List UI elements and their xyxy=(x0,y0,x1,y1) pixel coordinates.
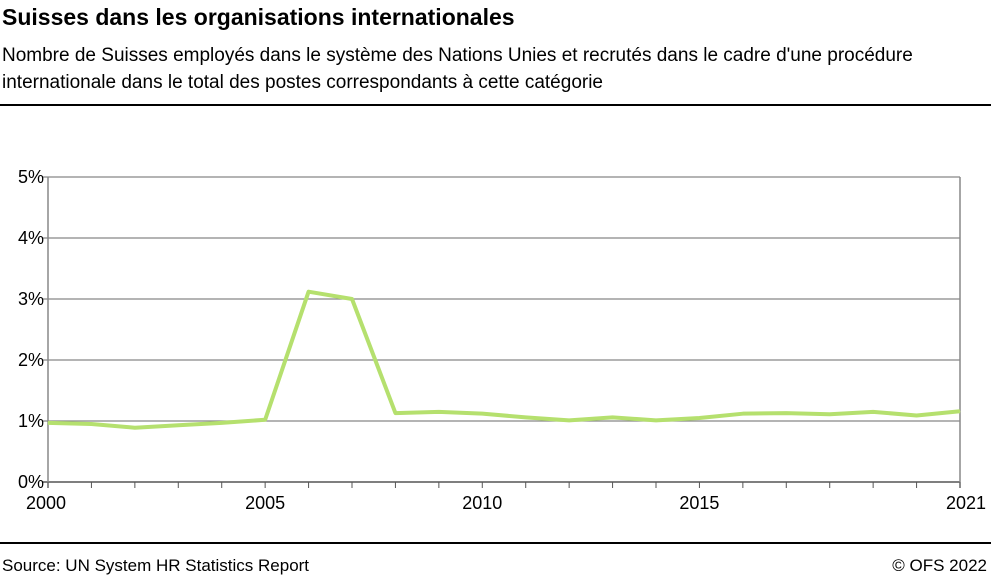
copyright: © OFS 2022 xyxy=(892,556,987,575)
y-tick-label: 4% xyxy=(18,228,44,248)
data-point xyxy=(829,413,831,415)
data-point xyxy=(134,427,136,429)
data-point xyxy=(308,291,310,293)
source-note: Source: UN System HR Statistics Report xyxy=(2,556,310,575)
data-point xyxy=(785,412,787,414)
header-divider xyxy=(0,104,991,106)
data-point xyxy=(742,413,744,415)
series-line xyxy=(47,289,961,430)
y-tick-label: 2% xyxy=(18,350,44,370)
y-tick-label: 3% xyxy=(18,289,44,309)
x-tick-label: 2005 xyxy=(245,493,285,513)
x-tick-label: 2000 xyxy=(26,493,66,513)
chart-title: Suisses dans les organisations internati… xyxy=(2,4,515,30)
data-point xyxy=(264,419,266,421)
data-point xyxy=(568,419,570,421)
data-point xyxy=(47,422,49,424)
y-tick-label: 1% xyxy=(18,411,44,431)
x-tick-label: 2010 xyxy=(462,493,502,513)
data-point xyxy=(525,416,527,418)
x-tick-label: 2021 xyxy=(946,493,986,513)
x-tick-label: 2015 xyxy=(679,493,719,513)
data-point xyxy=(90,423,92,425)
data-point xyxy=(959,410,961,412)
data-point xyxy=(481,413,483,415)
line-chart: 0% 1% 2% 3% 4% 5% 2000 2005 2010 2015 2021 xyxy=(18,167,986,513)
y-tick-label: 5% xyxy=(18,167,44,187)
data-point xyxy=(612,416,614,418)
data-point xyxy=(221,422,223,424)
data-point xyxy=(698,417,700,419)
chart-subtitle: Nombre de Suisses employés dans le systè… xyxy=(2,45,913,93)
footer-divider xyxy=(0,542,991,544)
data-point xyxy=(177,424,179,426)
data-point xyxy=(872,411,874,413)
y-tick-label: 0% xyxy=(18,472,44,492)
data-point xyxy=(438,411,440,413)
data-point xyxy=(394,412,396,414)
data-point xyxy=(351,298,353,300)
data-point xyxy=(655,419,657,421)
data-point xyxy=(916,415,918,417)
